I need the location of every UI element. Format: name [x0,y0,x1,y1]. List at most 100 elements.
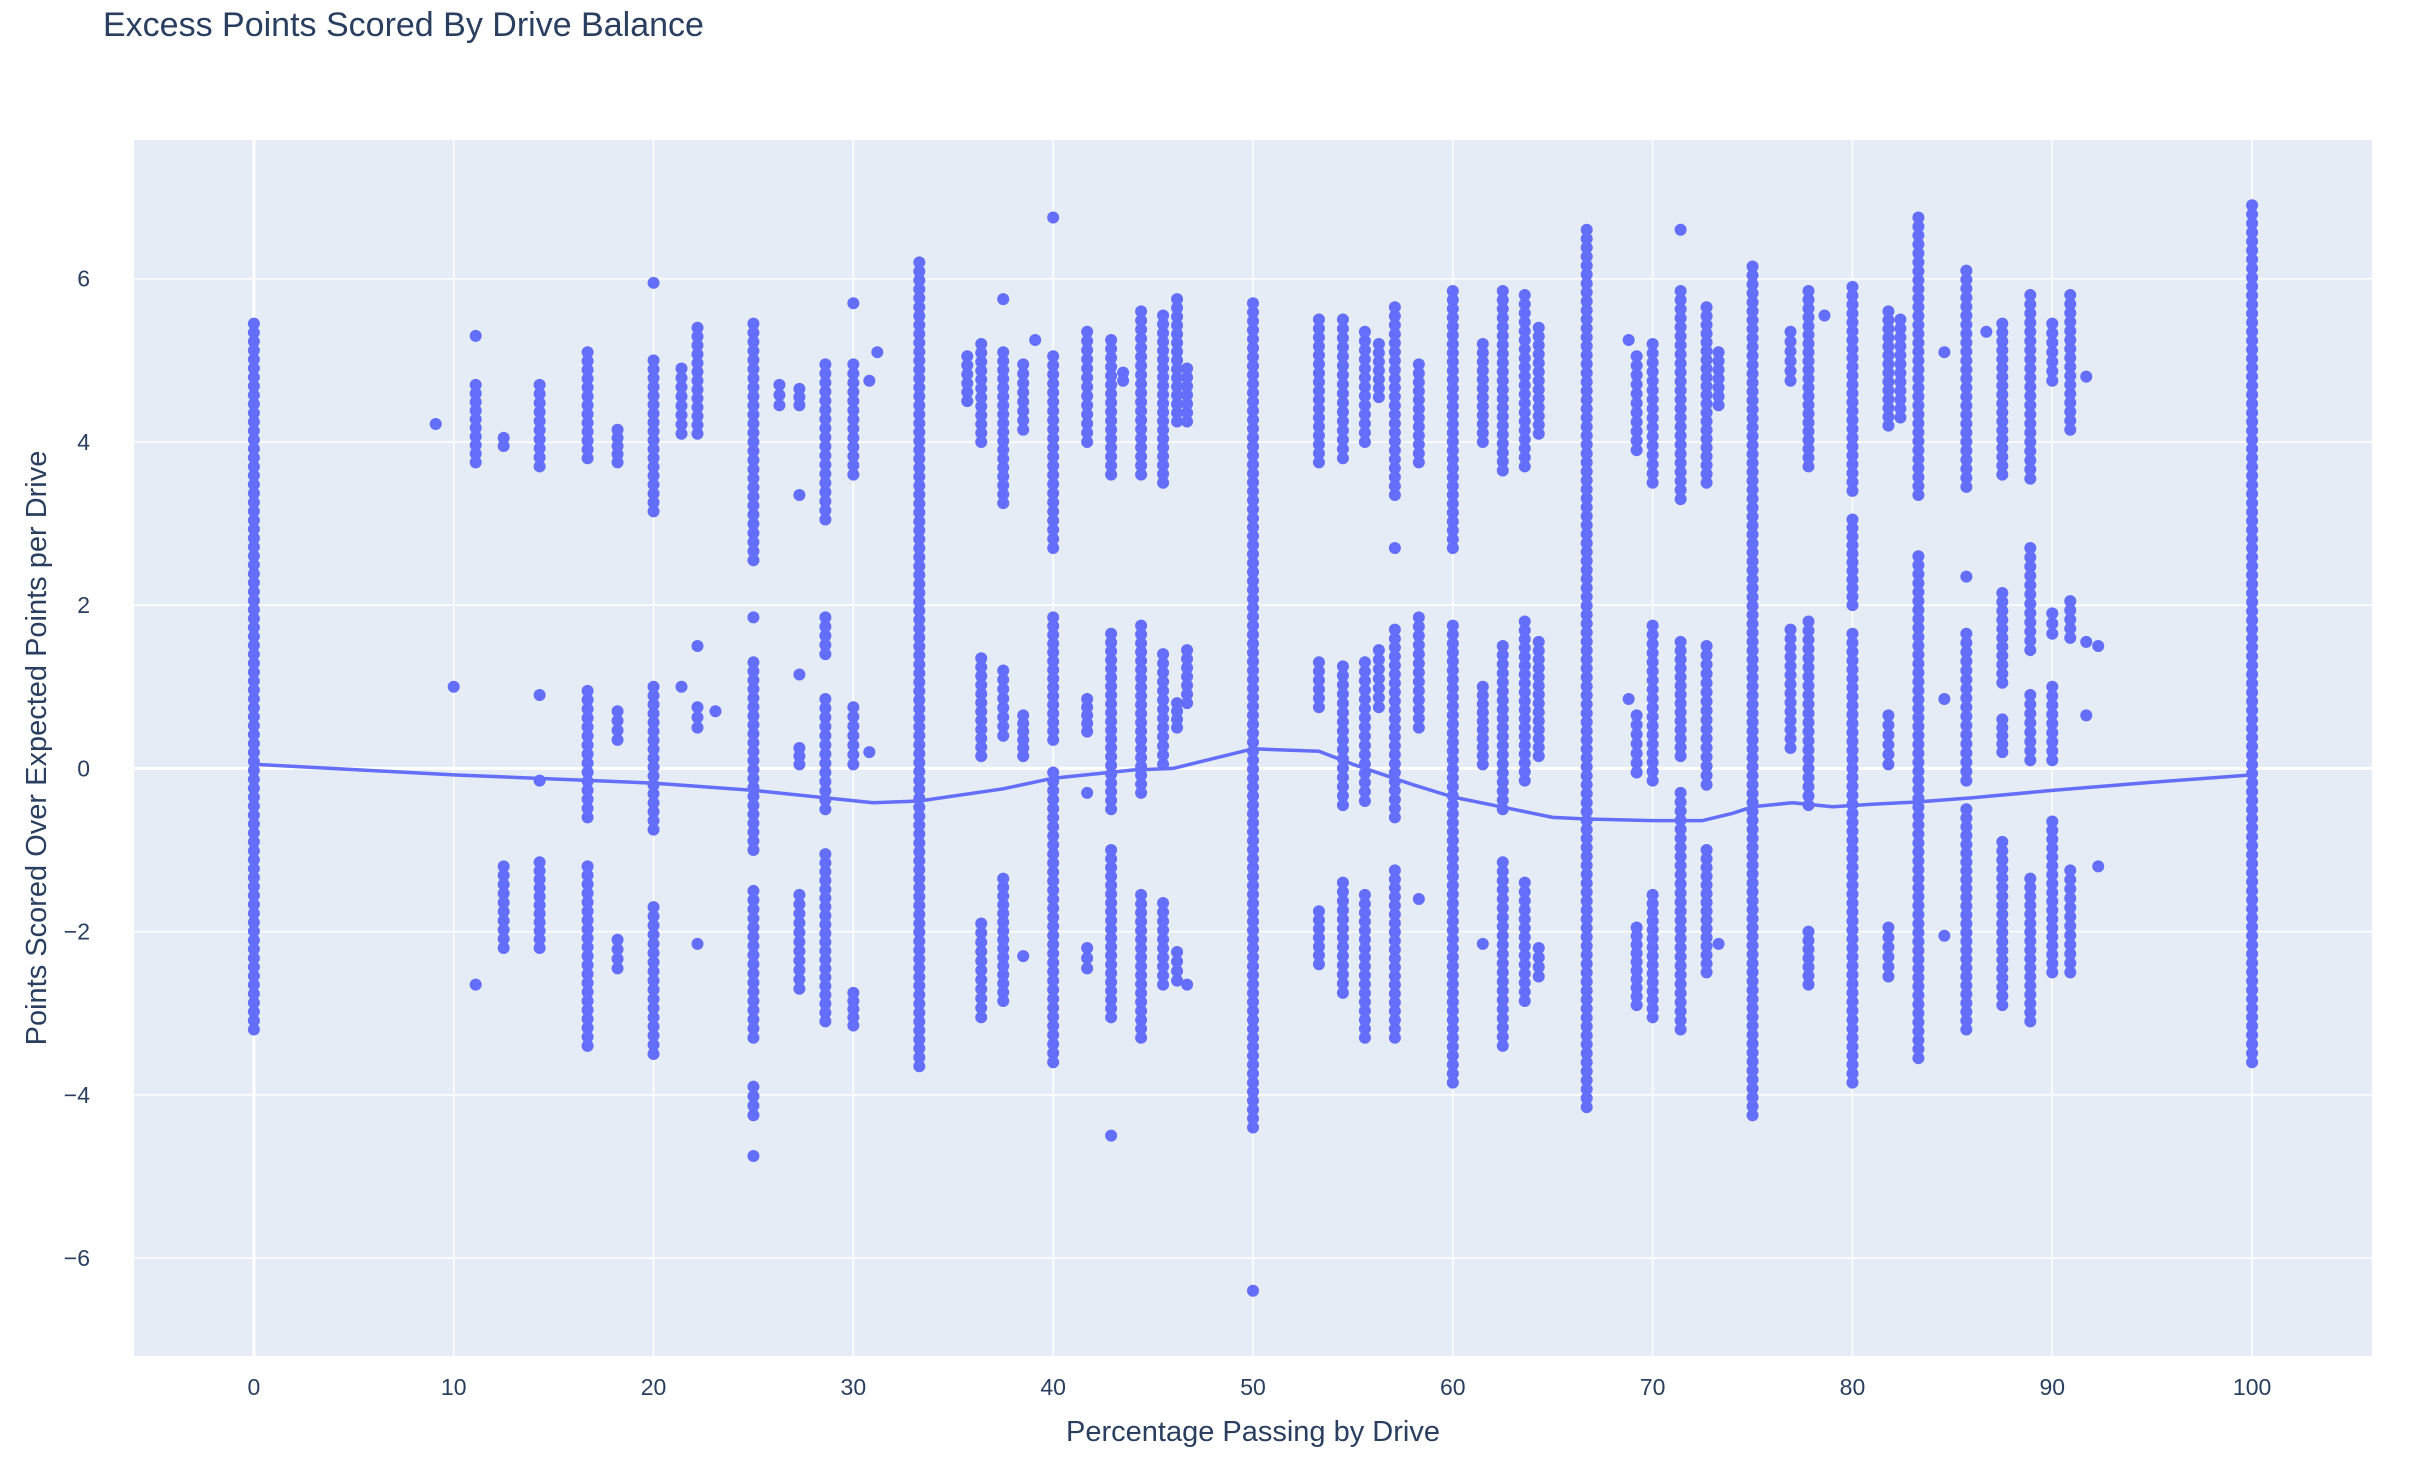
data-point [1446,542,1459,555]
data-point [1646,932,1659,945]
data-point [691,365,704,378]
data-point [1388,934,1401,947]
data-point [1081,325,1094,338]
data-point [2246,424,2259,437]
data-point [1674,662,1687,675]
data-point [747,912,760,925]
data-point [997,399,1010,412]
data-point [1518,406,1531,419]
data-point [1580,823,1593,836]
data-point [975,652,988,665]
data-point [1580,617,1593,630]
data-point [1518,931,1531,944]
data-point [1700,476,1713,489]
data-point [1996,362,2009,375]
data-point [2024,307,2037,320]
data-point [2046,939,2059,952]
data-point [1700,870,1713,883]
data-point [1894,393,1907,406]
data-point [1496,639,1509,652]
data-point [1746,385,1759,398]
data-point [847,710,860,723]
data-point [1518,958,1531,971]
data-point [913,372,926,385]
data-point [247,532,260,545]
data-point [1446,1058,1459,1071]
data-point [1358,978,1371,991]
data-point [1746,760,1759,773]
data-point [1336,771,1349,784]
data-point [247,1014,260,1027]
data-point [1518,460,1531,473]
data-point [1532,653,1545,666]
data-point [1446,798,1459,811]
data-point [819,900,832,913]
data-point [1496,748,1509,761]
data-point [747,363,760,376]
data-point [1912,586,1925,599]
data-point [2046,680,2059,693]
data-point [1496,455,1509,468]
data-point [1135,654,1148,667]
data-point [1157,915,1170,928]
data-point [913,390,926,403]
data-point [1135,1022,1148,1035]
data-point [2046,833,2059,846]
data-point [1912,926,1925,939]
data-point [1746,1037,1759,1050]
data-point [1646,458,1659,471]
data-point [1580,259,1593,272]
data-point [2246,397,2259,410]
data-point [1674,330,1687,343]
data-point [1446,506,1459,519]
data-point [647,992,660,1005]
data-point [1518,756,1531,769]
data-point [997,960,1010,973]
data-point [1532,697,1545,710]
data-point [1171,406,1184,419]
data-point [1496,975,1509,988]
data-point [1646,356,1659,369]
data-point [1446,619,1459,632]
data-point [1446,736,1459,749]
data-point [247,639,260,652]
data-point [913,479,926,492]
data-point [1912,666,1925,679]
data-point [2246,370,2259,383]
data-point [1894,411,1907,424]
data-point [1580,447,1593,460]
data-point [1802,302,1815,315]
data-point [1646,347,1659,360]
data-point [997,994,1010,1007]
data-point [1358,969,1371,982]
data-point [819,953,832,966]
data-point [1580,868,1593,881]
data-point [581,941,594,954]
data-point [1646,338,1659,351]
data-point [1135,663,1148,676]
data-point [1388,354,1401,367]
data-point [747,772,760,785]
data-point [1674,732,1687,745]
data-point [2246,758,2259,771]
data-point [819,431,832,444]
data-point [1388,970,1401,983]
data-point [1388,961,1401,974]
data-point [247,773,260,786]
data-point [819,358,832,371]
data-point [1646,439,1659,452]
data-point [1912,274,1925,287]
data-point [1912,559,1925,572]
data-point [913,738,926,751]
data-point [1157,327,1170,340]
data-point [2246,1038,2259,1051]
data-point [1047,802,1060,815]
data-point [1960,444,1973,457]
data-point [747,1031,760,1044]
data-point [1312,429,1325,442]
data-point [997,711,1010,724]
data-point [1518,894,1531,907]
data-point [1358,996,1371,1009]
data-point [247,737,260,750]
data-point [747,526,760,539]
